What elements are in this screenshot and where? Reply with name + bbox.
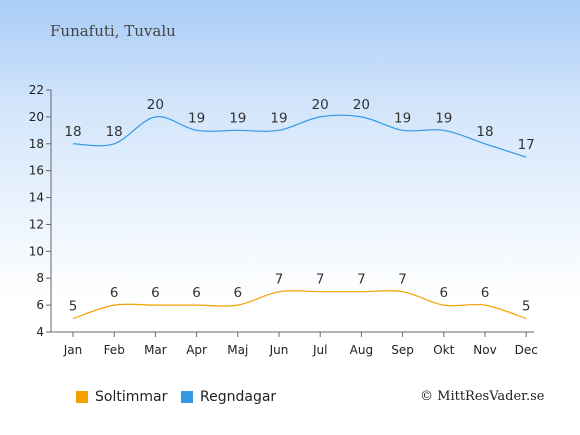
data-label-soltimmar: 6 <box>481 285 490 301</box>
x-tick-label: Sep <box>391 343 414 357</box>
data-label-soltimmar: 6 <box>440 285 449 301</box>
y-tick-label: 12 <box>29 217 44 231</box>
data-label-regndagar: 19 <box>435 110 452 126</box>
x-tick-label: Jul <box>312 343 327 357</box>
chart-title: Funafuti, Tuvalu <box>50 22 176 40</box>
series-line-soltimmar <box>72 290 527 320</box>
legend-item-soltimmar: Soltimmar <box>76 389 167 405</box>
data-label-soltimmar: 7 <box>357 272 366 288</box>
legend-swatch-soltimmar <box>76 391 88 403</box>
data-label-regndagar: 19 <box>188 110 205 126</box>
x-tick-label: Feb <box>104 343 125 357</box>
data-label-regndagar: 19 <box>229 110 246 126</box>
legend-item-regndagar: Regndagar <box>181 389 276 405</box>
data-label-soltimmar: 7 <box>398 272 407 288</box>
data-label-regndagar: 18 <box>476 124 493 140</box>
data-label-regndagar: 18 <box>64 124 81 140</box>
data-label-soltimmar: 6 <box>110 285 119 301</box>
series-line-regndagar <box>72 114 527 158</box>
data-label-regndagar: 19 <box>270 110 287 126</box>
data-label-soltimmar: 6 <box>192 285 201 301</box>
data-label-soltimmar: 7 <box>316 272 325 288</box>
legend-label-regndagar: Regndagar <box>200 389 277 405</box>
x-tick-label: Jan <box>63 343 83 357</box>
y-tick-label: 18 <box>29 137 44 151</box>
data-label-regndagar: 20 <box>147 97 164 113</box>
y-tick-label: 16 <box>29 164 44 178</box>
x-tick-label: Jun <box>269 343 289 357</box>
y-tick-label: 22 <box>29 83 44 97</box>
credit-text: © MittResVader.se <box>420 389 545 404</box>
x-tick-label: Dec <box>515 343 538 357</box>
data-label-soltimmar: 7 <box>275 272 284 288</box>
data-label-soltimmar: 6 <box>151 285 160 301</box>
x-tick-label: Maj <box>227 343 248 357</box>
y-tick-label: 20 <box>29 110 44 124</box>
y-tick-label: 6 <box>36 298 44 312</box>
y-tick-label: 4 <box>36 325 44 339</box>
y-tick-label: 8 <box>36 271 44 285</box>
data-label-regndagar: 18 <box>106 124 123 140</box>
data-label-regndagar: 20 <box>353 97 370 113</box>
x-tick-label: Apr <box>186 343 207 357</box>
legend-label-soltimmar: Soltimmar <box>95 389 168 405</box>
y-tick-label: 14 <box>29 191 44 205</box>
data-label-soltimmar: 6 <box>234 285 243 301</box>
x-tick-label: Mar <box>144 343 167 357</box>
data-label-regndagar: 17 <box>518 137 535 153</box>
x-tick-label: Aug <box>350 343 373 357</box>
x-tick-label: Okt <box>433 343 454 357</box>
x-tick-label: Nov <box>473 343 496 357</box>
data-label-regndagar: 20 <box>312 97 329 113</box>
data-label-regndagar: 19 <box>394 110 411 126</box>
data-label-soltimmar: 5 <box>522 299 531 315</box>
legend-swatch-regndagar <box>181 391 193 403</box>
y-tick-label: 10 <box>29 244 44 258</box>
data-label-soltimmar: 5 <box>69 299 78 315</box>
